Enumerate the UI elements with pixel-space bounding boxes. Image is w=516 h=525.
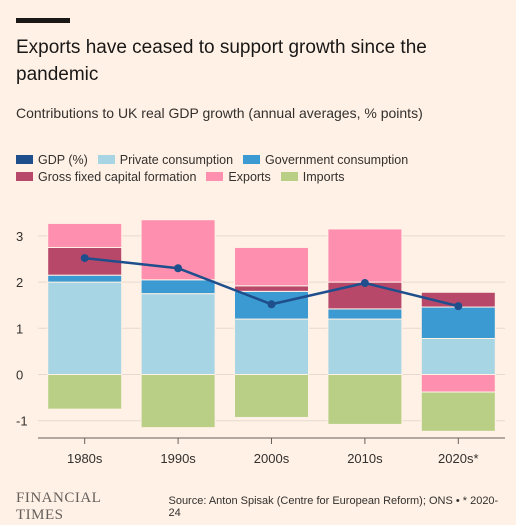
legend-government-consumption-swatch — [243, 155, 261, 164]
y-tick-label: 1 — [16, 321, 23, 336]
footer: FINANCIAL TIMES Source: Anton Spisak (Ce… — [16, 490, 506, 524]
legend-exports-swatch — [206, 172, 224, 181]
x-tick-label: 2020s* — [438, 451, 478, 466]
bar-segment — [140, 374, 216, 429]
bar-segment — [420, 391, 496, 432]
bar-segment — [234, 246, 309, 287]
bar-segment — [47, 374, 123, 410]
bar-segment — [47, 281, 123, 376]
bar-segment — [47, 274, 123, 283]
legend-imports-label: Imports — [302, 169, 345, 184]
bar-segment — [234, 374, 309, 418]
x-tick-label: 2000s — [254, 451, 290, 466]
x-tick-label: 1990s — [160, 451, 196, 466]
bar-segment — [140, 293, 216, 375]
legend-private-consumption-label: Private consumption — [119, 152, 234, 167]
legend-government-consumption-label: Government consumption — [265, 152, 409, 167]
y-tick-label: 3 — [16, 229, 23, 244]
gdp-point — [454, 302, 463, 311]
gdp-point — [360, 279, 369, 288]
legend-gdp-swatch — [16, 155, 33, 164]
legend-private-consumption-swatch — [97, 155, 115, 164]
gdp-point — [267, 300, 276, 309]
gdp-point — [174, 264, 183, 273]
legend-imports-swatch — [280, 172, 298, 181]
bar-segment — [234, 318, 309, 375]
bar-segment — [234, 285, 309, 292]
bar-segment — [327, 228, 403, 283]
bar-segment — [420, 374, 496, 393]
x-tick-label: 2010s — [347, 451, 383, 466]
chart-title: Exports have ceased to support growth si… — [16, 37, 427, 85]
ft-top-bar — [16, 18, 70, 23]
bar-segment — [327, 374, 403, 425]
legend-gfcf: Gross fixed capital formation — [16, 170, 196, 184]
bar-segment — [327, 318, 403, 375]
bar-segment — [140, 279, 216, 295]
legend-row-1: GDP (%) Private consumption Government con… — [16, 151, 506, 168]
legend-private-consumption: Private consumption — [97, 152, 234, 167]
chart-legend: GDP (%) Private consumption Government con… — [16, 151, 506, 185]
legend-exports-label: Exports — [228, 169, 271, 184]
chart-subtitle: Contributions to UK real GDP growth (ann… — [16, 105, 423, 121]
legend-gdp-label: GDP (%) — [38, 152, 88, 167]
source-note: Source: Anton Spisak (Centre for Europea… — [168, 495, 499, 519]
bar-segment — [420, 306, 496, 339]
legend-row-2: Gross fixed capital formation Exports Impo… — [16, 168, 506, 185]
y-tick-label: 2 — [16, 275, 23, 290]
bar-segment — [327, 308, 403, 320]
legend-imports: Imports — [280, 169, 345, 184]
legend-gfcf-swatch — [16, 172, 33, 181]
gdp-point — [80, 254, 89, 263]
legend-gfcf-label: Gross fixed capital formation — [38, 169, 197, 184]
bar-segment — [47, 222, 123, 248]
legend-government-consumption: Government consumption — [243, 153, 408, 167]
bar-segment — [420, 337, 496, 375]
legend-gdp: GDP (%) — [16, 153, 88, 167]
y-tick-label: -1 — [16, 414, 28, 429]
x-tick-label: 1980s — [67, 451, 103, 466]
ft-logo: FINANCIAL TIMES — [16, 490, 101, 523]
legend-exports: Exports — [206, 169, 271, 184]
y-tick-label: 0 — [16, 368, 23, 383]
